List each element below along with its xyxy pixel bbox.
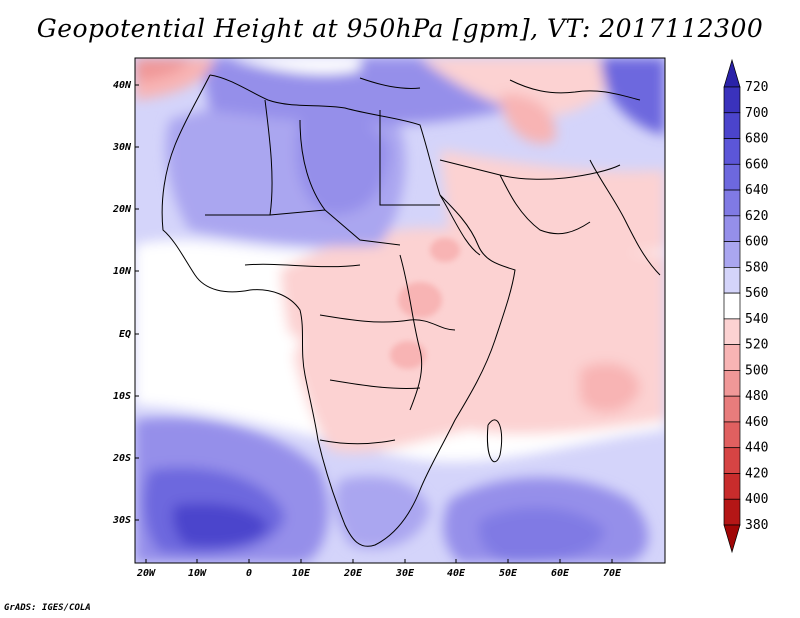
colorbar-swatch [723, 292, 741, 320]
lat-label: 10S [113, 391, 131, 402]
colorbar-swatch [723, 215, 741, 242]
lat-label: EQ [119, 329, 131, 340]
lon-label: 10W [188, 568, 207, 579]
lon-label: 0 [246, 568, 252, 579]
colorbar-label: 500 [745, 363, 768, 378]
lat-label: 20N [112, 204, 132, 215]
colorbar-label: 540 [745, 312, 768, 327]
lat-label: 10N [113, 266, 132, 277]
map-title: Geopotential Height at 950hPa [gpm], VT:… [36, 14, 764, 43]
lon-label: 60E [551, 568, 570, 579]
lat-label: 30N [112, 142, 132, 153]
colorbar-swatch [723, 421, 741, 449]
lon-label: 50E [499, 568, 518, 579]
colorbar-label: 480 [745, 389, 768, 404]
colorbar-swatch [723, 163, 741, 191]
colorbar-swatch [723, 189, 741, 217]
contour-field [135, 58, 665, 563]
colorbar-label: 620 [745, 209, 768, 224]
colorbar-swatch [723, 344, 741, 371]
lat-label: 20S [112, 453, 131, 464]
colorbar-swatch [723, 498, 741, 526]
colorbar-label: 660 [745, 157, 768, 172]
colorbar-swatch [723, 86, 741, 114]
colorbar-label: 380 [745, 518, 768, 533]
colorbar-label: 600 [745, 235, 768, 250]
colorbar-label: 700 [745, 106, 768, 121]
colorbar-top-arrow [723, 58, 741, 88]
colorbar-bottom-arrow [723, 524, 741, 554]
lon-label: 20W [136, 568, 156, 579]
plot-frame [134, 57, 666, 564]
colorbar-swatch [723, 395, 741, 423]
footer-credit: GrADS: IGES/COLA [4, 603, 91, 613]
lon-label: 70E [603, 568, 622, 579]
lon-label: 40E [447, 568, 466, 579]
colorbar-label: 680 [745, 132, 768, 147]
lon-label: 10E [292, 568, 311, 579]
colorbar-swatch [723, 447, 741, 474]
colorbar-swatch [723, 318, 741, 345]
colorbar-label: 520 [745, 338, 768, 353]
colorbar-label: 400 [745, 492, 768, 507]
colorbar-swatch [723, 267, 741, 294]
colorbar-swatch [723, 138, 741, 165]
colorbar: 720 700 680 660 640 620 600 580 560 540 520 500 480 4… [723, 58, 768, 554]
lat-label: 40N [113, 80, 132, 91]
lon-label: 20E [343, 568, 363, 579]
colorbar-label: 720 [745, 80, 768, 95]
colorbar-swatch [723, 370, 741, 397]
axis-labels: 40N 30N 20N 10N EQ 10S 20S 30S 20W 10W 0 10E 20E 30E 4… [112, 80, 622, 579]
lon-label: 30E [395, 568, 415, 579]
lat-label: 30S [112, 515, 131, 526]
colorbar-label: 640 [745, 183, 768, 198]
colorbar-label: 440 [745, 441, 768, 456]
colorbar-label: 420 [745, 466, 768, 481]
colorbar-swatch [723, 112, 741, 139]
colorbar-label: 580 [745, 260, 768, 275]
coastlines [161, 74, 661, 547]
colorbar-swatch [723, 473, 741, 500]
colorbar-label: 460 [745, 415, 768, 430]
colorbar-swatch [723, 241, 741, 268]
colorbar-label: 560 [745, 286, 768, 301]
